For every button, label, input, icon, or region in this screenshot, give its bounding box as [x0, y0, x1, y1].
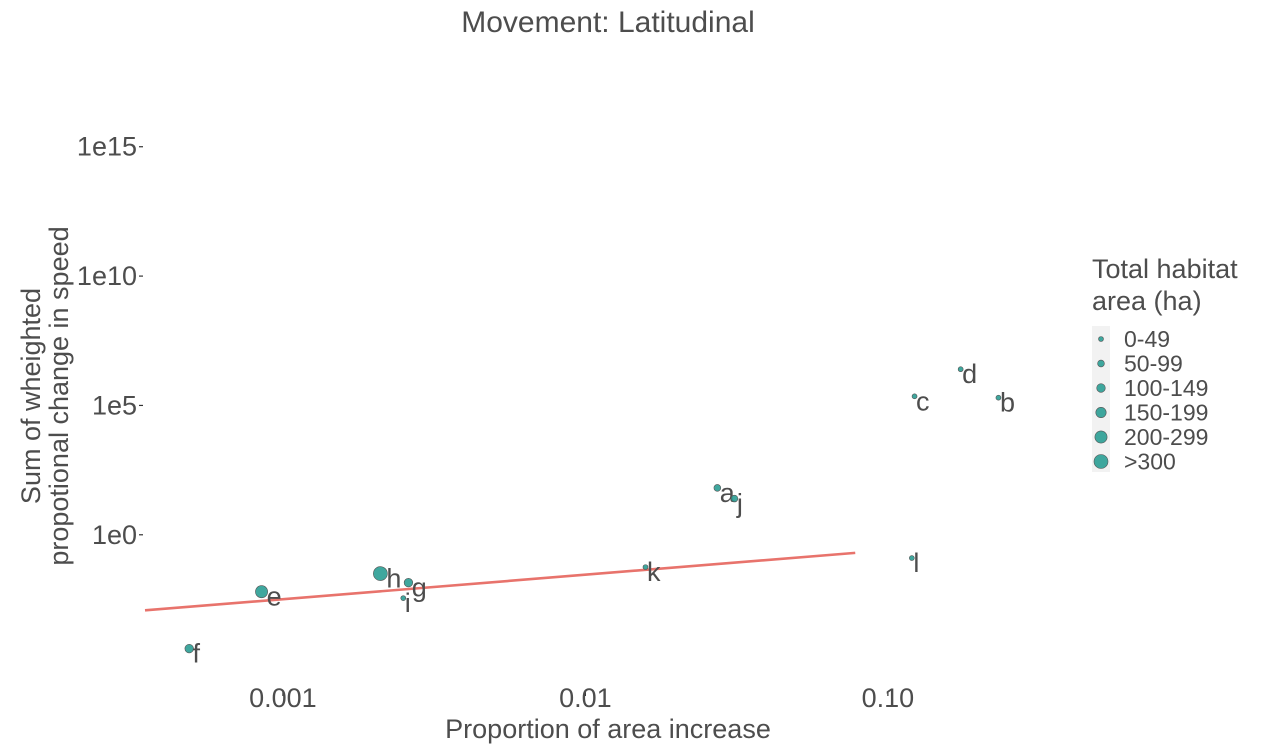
legend-key-6 [1093, 454, 1109, 469]
y-tick-label: 1e0 [92, 520, 137, 550]
legend-key-4 [1095, 406, 1107, 418]
point-b [995, 394, 1002, 401]
point-i [400, 595, 407, 601]
x-tick-label: 0.01 [559, 683, 612, 713]
chart-title: Movement: Latitudinal [461, 6, 755, 39]
y-tick-label: 1e5 [92, 390, 137, 420]
x-axis-ticks: 0.001 0.01 0.10 [249, 683, 914, 713]
points-layer: a b c d e f ghi j k l [184, 359, 1015, 669]
point-label-j: j [736, 489, 743, 519]
y-axis-ticks: 1e0 1e5 1e10 1e15 [77, 132, 143, 550]
point-k [642, 564, 649, 570]
legend-key-background [1092, 326, 1110, 472]
point-f [184, 644, 194, 654]
legend-key-5 [1094, 430, 1108, 444]
legend-label-1: 0-49 [1124, 326, 1170, 352]
point-label-b: b [1000, 388, 1015, 418]
point-label-k: k [647, 557, 661, 587]
fit-line [144, 551, 856, 612]
legend-label-5: 200-299 [1124, 424, 1208, 450]
point-j [730, 494, 739, 503]
point-label-c: c [916, 386, 930, 416]
point-label-e: e [267, 582, 282, 612]
legend-label-4: 150-199 [1124, 400, 1208, 426]
point-label-f: f [193, 639, 201, 669]
legend-key-1 [1098, 336, 1104, 342]
fit-line-layer [144, 551, 856, 612]
point-label-i: i [405, 588, 411, 618]
y-tick-label: 1e10 [77, 261, 137, 291]
point-l [909, 555, 915, 561]
point-label-d: d [962, 359, 977, 389]
point-label-l: l [913, 548, 919, 578]
legend-label-3: 100-149 [1124, 375, 1208, 401]
point-a [713, 484, 722, 492]
point-e [255, 585, 268, 599]
legend-key-3 [1096, 383, 1106, 393]
point-label-h: h [386, 564, 401, 594]
x-axis-title: Proportion of area increase [445, 714, 771, 744]
y-axis-title: Sum of wheighted propotional change in s… [16, 226, 74, 565]
x-tick-label: 0.10 [862, 683, 915, 713]
y-axis-title-line-2: propotional change in speed [44, 226, 74, 565]
point-label-g: g [412, 573, 427, 603]
point-c [911, 393, 918, 400]
point-h [373, 566, 388, 581]
legend-label-6: >300 [1124, 449, 1176, 475]
y-axis-title-line-1: Sum of wheighted [16, 288, 46, 504]
legend-title-line-1: Total habitat [1092, 254, 1238, 284]
point-d [957, 366, 964, 373]
x-tick-label: 0.001 [249, 683, 317, 713]
point-g [403, 578, 414, 588]
y-tick-label: 1e15 [77, 132, 137, 162]
legend-title-line-2: area (ha) [1092, 286, 1202, 316]
point-label-a: a [720, 478, 736, 508]
legend-key-2 [1097, 359, 1105, 368]
legend-label-2: 50-99 [1124, 351, 1183, 377]
legend: Total habitat area (ha) 0-4950-99100-149… [1092, 254, 1238, 475]
